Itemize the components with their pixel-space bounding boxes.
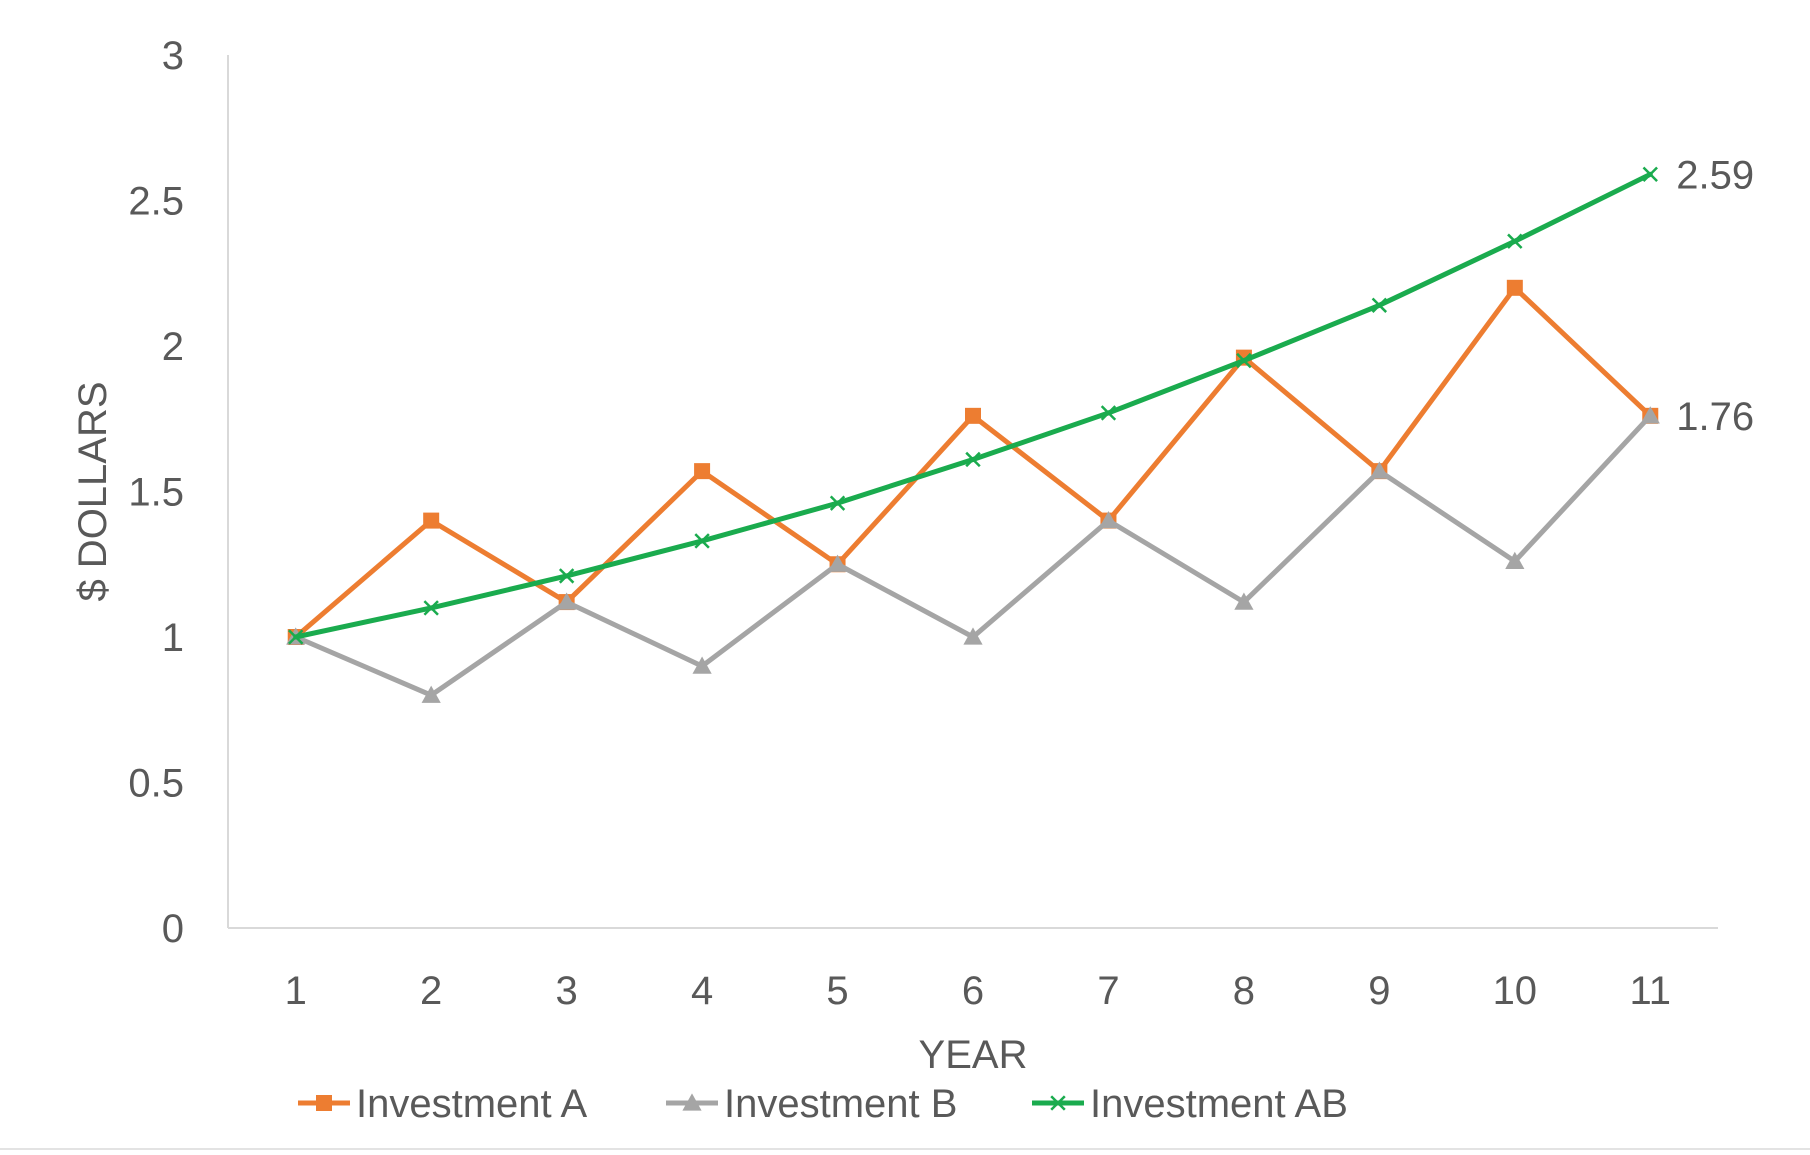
data-point [963,627,983,645]
data-point [694,533,710,549]
data-point [1236,352,1252,369]
y-tick-label: 3 [162,34,184,78]
data-point [557,592,577,610]
data-point [692,656,712,674]
x-tick-label: 2 [420,969,442,1013]
data-point [1098,511,1119,529]
x-tick-label: 3 [556,969,578,1013]
y-tick-label: 2 [162,325,184,369]
data-point [694,463,711,480]
series-investment-a [287,279,1659,645]
y-tick-label: 0.5 [128,762,184,806]
data-point [558,568,575,584]
data-point [1100,405,1117,421]
data-point [1371,297,1388,313]
data-point [1505,551,1525,570]
data-point-stroke [1100,405,1117,421]
x-tick-label: 11 [1630,969,1672,1013]
data-point [965,407,981,424]
legend-item: Investment AB [1032,1082,1348,1126]
x-tick-label: 1 [285,969,307,1013]
data-point-stroke [694,533,710,549]
data-point-stroke [1050,1095,1066,1111]
data-point [288,629,304,645]
data-point-stroke [829,495,846,511]
data-point [1369,461,1389,479]
data-point-stroke [1236,352,1252,369]
legend-item: Investment A [298,1082,588,1126]
legend: Investment A Investment B Investment AB [298,1082,1348,1126]
legend-label: Investment AB [1090,1082,1348,1126]
y-tick-labels: 0 0.5 1 1.5 2 2.5 3 [128,34,184,951]
x-tick-labels: 1 2 3 4 5 6 7 8 9 10 11 [285,969,1671,1013]
legend-label: Investment B [724,1082,957,1126]
data-point [423,512,440,529]
data-point-stroke [288,629,304,645]
x-axis-title: YEAR [919,1033,1028,1077]
data-point [1506,279,1523,296]
data-point [682,1093,702,1111]
data-point-stroke [1371,297,1388,313]
data-point [1050,1095,1066,1111]
data-point-stroke [423,600,439,616]
series-layer [286,166,1660,703]
end-label: 1.76 [1676,395,1754,439]
x-tick-label: 4 [691,969,713,1013]
data-point-stroke [1507,233,1523,249]
x-tick-label: 9 [1368,969,1390,1013]
data-point [1507,233,1523,249]
y-tick-label: 2.5 [128,180,184,224]
x-tick-label: 8 [1233,969,1255,1013]
series-line [293,285,1653,640]
data-point [1640,406,1660,424]
data-point [829,495,846,511]
data-point [965,451,981,468]
y-tick-label: 0 [162,907,184,951]
end-label: 2.59 [1676,153,1754,197]
legend-label: Investment A [356,1082,588,1126]
data-point [1234,592,1254,610]
data-point [316,1095,332,1111]
x-tick-label: 7 [1097,969,1119,1013]
data-point [1642,166,1658,182]
data-point-stroke [1642,166,1658,182]
data-point-stroke [965,451,981,468]
x-tick-label: 6 [962,969,984,1013]
end-labels: 1.76 2.59 [1676,153,1754,439]
x-tick-label: 5 [826,969,848,1013]
data-point [421,685,441,703]
x-tick-label: 10 [1493,969,1538,1013]
y-axis-title: $ DOLLARS [71,381,115,601]
y-tick-label: 1.5 [128,471,184,515]
data-point [423,600,439,616]
legend-item: Investment B [666,1082,957,1126]
series-investment-b [286,406,1660,703]
data-point [827,554,848,572]
series-investment-ab [288,166,1658,645]
data-point-stroke [558,568,575,584]
series-line [293,171,1653,640]
axes-layer: $ DOLLARS YEAR [71,55,1718,1077]
y-tick-label: 1 [162,616,184,660]
